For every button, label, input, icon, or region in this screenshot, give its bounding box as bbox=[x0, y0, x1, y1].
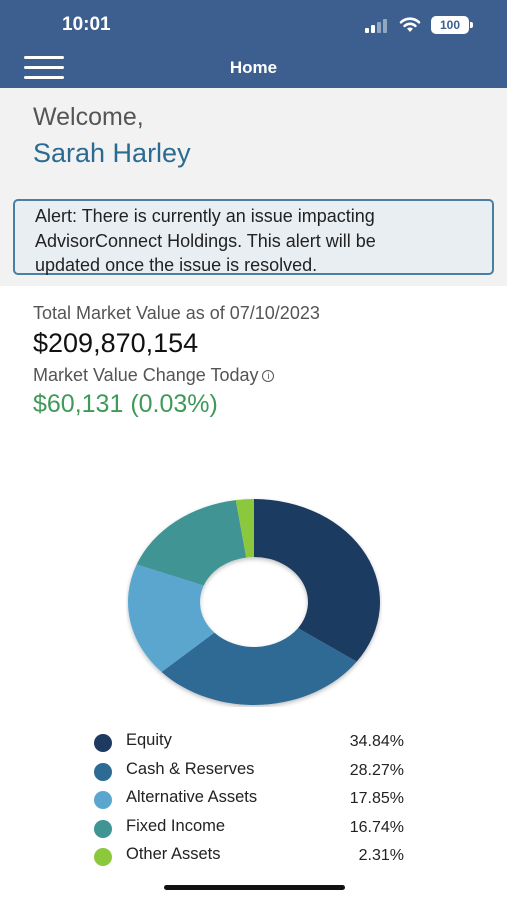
total-market-value: $209,870,154 bbox=[33, 328, 199, 358]
legend-item: Fixed Income 16.74% bbox=[94, 814, 404, 843]
donut-slice-fixed-income[interactable] bbox=[136, 500, 247, 586]
welcome-section: Welcome, Sarah Harley bbox=[0, 88, 507, 186]
app-header: 10:01 100 Home bbox=[0, 0, 507, 88]
legend-label: Alternative Assets bbox=[126, 788, 258, 806]
market-value-change-label: Market Value Change Today i bbox=[33, 365, 275, 386]
alert-line: Alert: There is currently an issue impac… bbox=[35, 206, 375, 226]
total-market-value-label: Total Market Value as of 07/10/2023 bbox=[33, 303, 320, 323]
alert-section: Alert: There is currently an issue impac… bbox=[0, 186, 507, 286]
legend-value: 16.74% bbox=[349, 818, 404, 836]
allocation-donut-chart bbox=[128, 499, 380, 705]
legend-swatch bbox=[94, 791, 112, 809]
alert-line: AdvisorConnect Holdings. This alert will… bbox=[35, 230, 376, 251]
legend-label: Equity bbox=[126, 731, 172, 749]
legend-swatch bbox=[94, 734, 112, 752]
user-name: Sarah Harley bbox=[33, 138, 191, 168]
donut-slice-other-assets[interactable] bbox=[235, 499, 254, 558]
legend-item: Alternative Assets 17.85% bbox=[94, 785, 404, 814]
menu-icon[interactable] bbox=[24, 56, 64, 80]
wifi-icon bbox=[399, 17, 421, 32]
chart-legend: Equity 34.84% Cash & Reserves 28.27% Alterna… bbox=[94, 728, 404, 871]
page-title: Home bbox=[229, 58, 278, 77]
status-time: 10:01 bbox=[62, 14, 111, 35]
legend-item: Cash & Reserves 28.27% bbox=[94, 757, 404, 786]
donut-slice-alternative-assets[interactable] bbox=[128, 564, 215, 673]
donut-slice-cash-reserves[interactable] bbox=[161, 628, 357, 705]
welcome-greeting: Welcome, bbox=[33, 103, 144, 131]
legend-label: Fixed Income bbox=[126, 816, 226, 835]
info-icon[interactable]: i bbox=[262, 370, 275, 382]
legend-value: 28.27% bbox=[349, 761, 404, 779]
legend-item: Equity 34.84% bbox=[94, 728, 404, 757]
market-value-change-text: Market Value Change Today bbox=[33, 365, 259, 385]
alert-line: updated once the issue is resolved. bbox=[35, 255, 318, 275]
legend-swatch bbox=[94, 848, 112, 866]
legend-label: Cash & Reserves bbox=[126, 759, 255, 778]
home-indicator[interactable] bbox=[164, 885, 345, 890]
legend-item: Other Assets 2.31% bbox=[94, 842, 404, 871]
battery-cap bbox=[470, 22, 473, 28]
legend-label: Other Assets bbox=[126, 845, 221, 863]
legend-swatch bbox=[94, 762, 112, 781]
battery-icon: 100 bbox=[431, 16, 469, 34]
cellular-signal-icon bbox=[365, 19, 389, 33]
alert-banner: Alert: There is currently an issue impac… bbox=[13, 199, 494, 275]
market-value-change: $60,131 (0.03%) bbox=[33, 390, 218, 418]
legend-value: 2.31% bbox=[358, 847, 404, 864]
legend-swatch bbox=[94, 819, 112, 838]
donut-slice-equity[interactable] bbox=[254, 499, 380, 662]
legend-value: 34.84% bbox=[349, 733, 404, 750]
legend-value: 17.85% bbox=[349, 790, 404, 807]
status-bar: 10:01 100 bbox=[0, 0, 507, 46]
